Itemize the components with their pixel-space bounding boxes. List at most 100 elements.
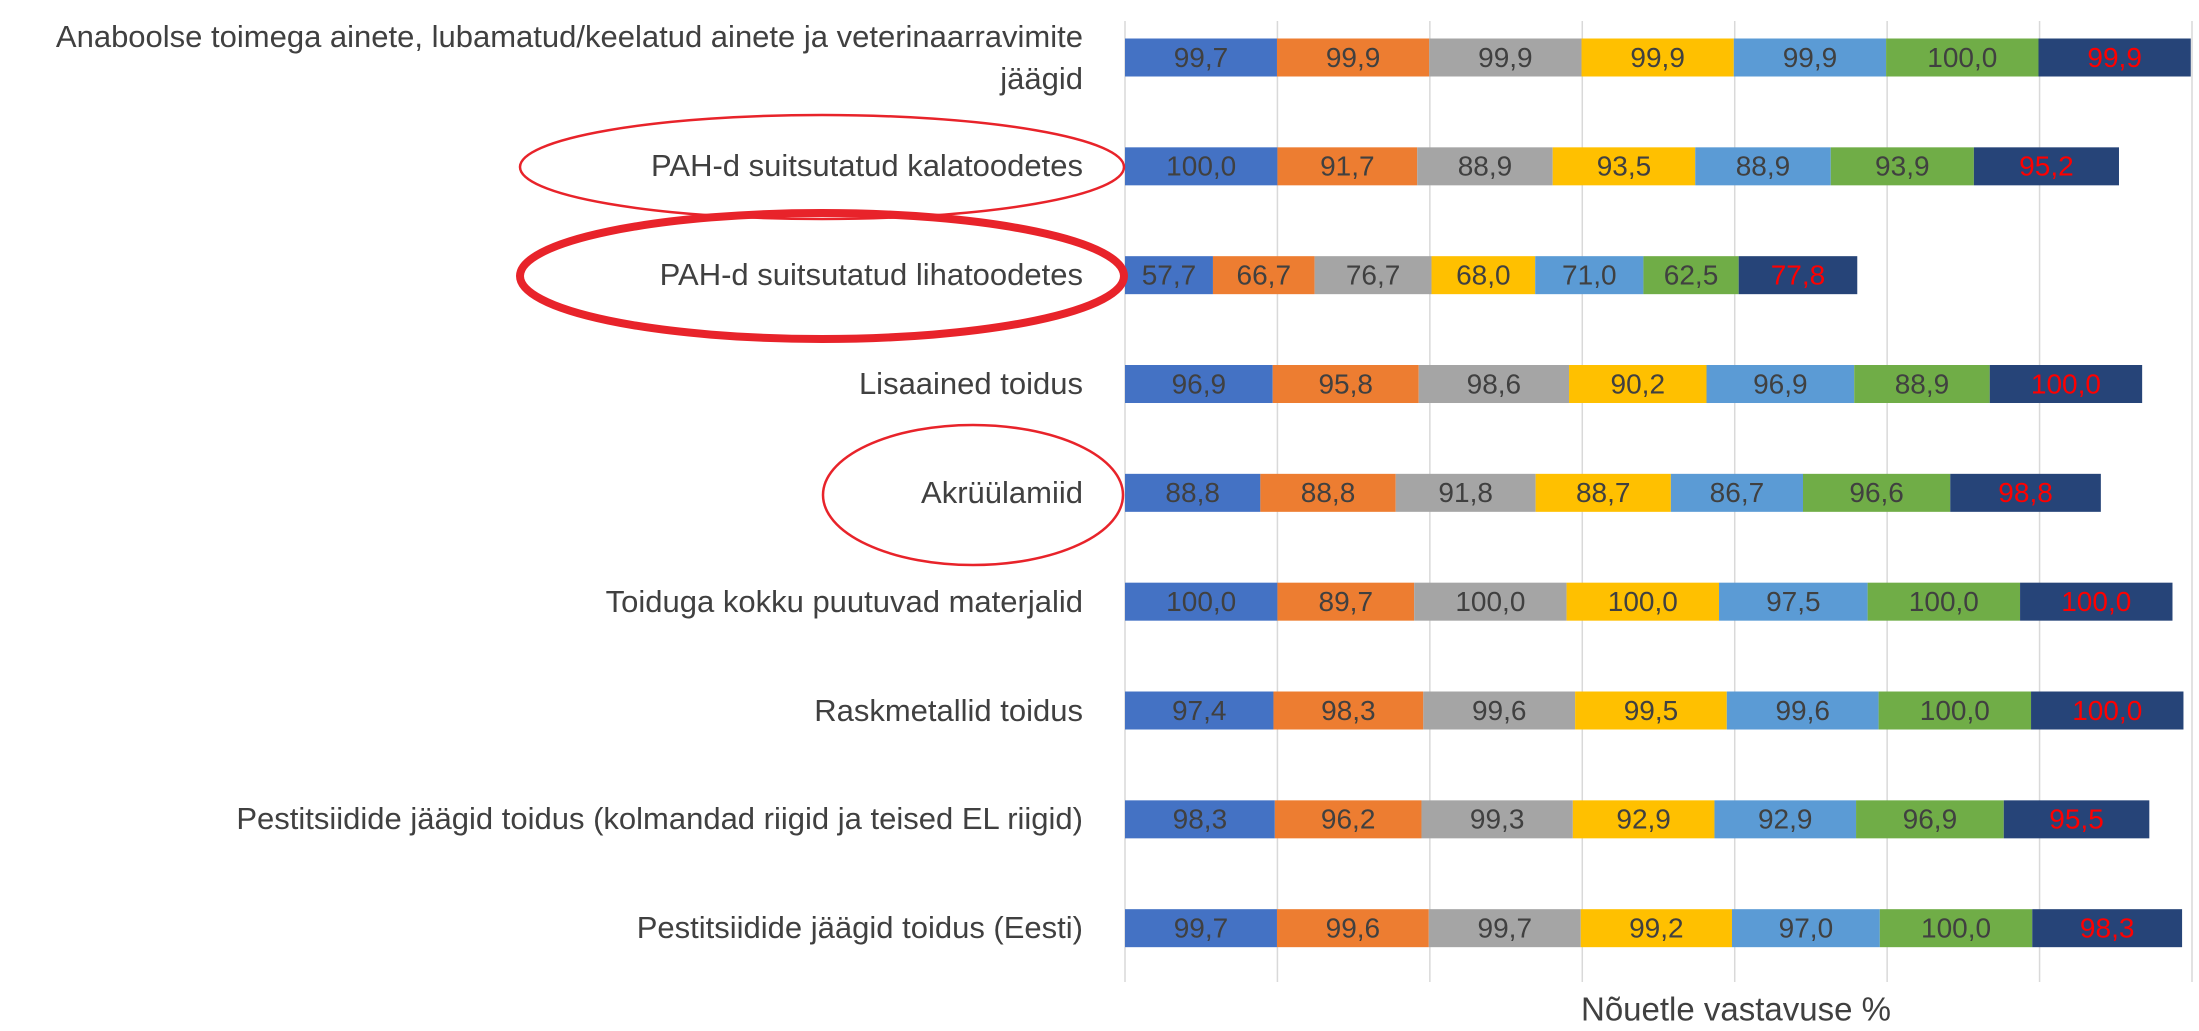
bar-segment — [1421, 800, 1573, 839]
bar-segment — [1886, 38, 2039, 77]
category-label: Lisaained toidus — [858, 366, 1083, 402]
bar-segment — [1879, 909, 2033, 948]
data-label: 100,0 — [1166, 586, 1236, 617]
data-label: 66,7 — [1237, 260, 1292, 291]
category-label: Akrüülamiid — [921, 474, 1083, 510]
bar-segment — [1423, 691, 1576, 730]
bar-segment — [1738, 256, 1858, 295]
data-label: 98,3 — [2080, 913, 2135, 944]
data-label: 93,5 — [1597, 151, 1652, 182]
bar-segment — [1414, 582, 1567, 621]
bar-segment — [1276, 909, 1429, 948]
bar-segment — [1731, 909, 1880, 948]
data-label: 89,7 — [1319, 586, 1374, 617]
bar-segment — [1569, 365, 1707, 404]
data-label: 100,0 — [2072, 695, 2142, 726]
data-label: 88,8 — [1165, 477, 1220, 508]
bar-segment — [1395, 473, 1536, 512]
data-label: 96,9 — [1172, 368, 1227, 399]
bar-segment — [1125, 473, 1261, 512]
bar-segment — [1276, 38, 1430, 77]
data-label: 100,0 — [1920, 695, 1990, 726]
x-axis-label: Nõuetle vastavuse % — [1581, 991, 1891, 1028]
bar-segment — [2020, 582, 2173, 621]
data-label: 99,9 — [1478, 42, 1533, 73]
data-label: 99,7 — [1174, 42, 1229, 73]
data-label: 95,2 — [2019, 151, 2074, 182]
data-label: 97,0 — [1779, 913, 1834, 944]
data-label: 100,0 — [1927, 42, 1997, 73]
bar-segment — [1973, 147, 2119, 186]
bar-segment — [2038, 38, 2191, 77]
bar-segment — [1989, 365, 2143, 404]
bar-segment — [1726, 691, 1879, 730]
data-label: 100,0 — [1608, 586, 1678, 617]
data-label: 96,2 — [1321, 804, 1376, 835]
data-label: 97,4 — [1172, 695, 1227, 726]
bar-segment — [1950, 473, 2101, 512]
bar-segment — [1417, 147, 1553, 186]
bar-segment — [1575, 691, 1727, 730]
bar-segment — [1803, 473, 1951, 512]
data-label: 99,6 — [1775, 695, 1830, 726]
bar-segment — [1856, 800, 2004, 839]
bar-segment — [1125, 38, 1277, 77]
bar-segment — [1830, 147, 1974, 186]
bar-segment — [1431, 256, 1536, 295]
data-label: 99,3 — [1470, 804, 1525, 835]
bar-segment — [1719, 582, 1868, 621]
highlight-ellipse — [821, 423, 1125, 567]
data-label: 98,3 — [1321, 695, 1376, 726]
data-label: 100,0 — [1921, 913, 1991, 944]
data-label: 62,5 — [1664, 260, 1719, 291]
data-label: 88,9 — [1736, 151, 1791, 182]
category-label: PAH-d suitsutatud lihatoodetes — [659, 257, 1083, 293]
data-label: 91,8 — [1438, 477, 1493, 508]
bar-segment — [1429, 38, 1582, 77]
bar-segment — [1714, 800, 1857, 839]
bar-segment — [1428, 909, 1581, 948]
bar-segment — [1418, 365, 1570, 404]
category-label: Toiduga kokku puutuvad materjalid — [605, 583, 1083, 619]
bar-segment — [2032, 909, 2183, 948]
data-label: 68,0 — [1456, 260, 1511, 291]
data-label: 88,8 — [1301, 477, 1356, 508]
data-label: 99,9 — [1630, 42, 1685, 73]
data-label: 98,6 — [1467, 368, 1522, 399]
data-label: 88,7 — [1576, 477, 1631, 508]
data-label: 88,9 — [1895, 368, 1950, 399]
category-label: Anaboolse toimega ainete, lubamatud/keel… — [55, 18, 1083, 96]
data-label: 98,3 — [1173, 804, 1228, 835]
bar-segment — [1314, 256, 1432, 295]
data-label: 100,0 — [1909, 586, 1979, 617]
data-label: 100,0 — [1455, 586, 1525, 617]
bar-segment — [1854, 365, 1990, 404]
bar-segment — [1867, 582, 2021, 621]
data-label: 86,7 — [1710, 477, 1765, 508]
data-label: 99,6 — [1326, 913, 1381, 944]
category-label: Pestitsiidide jäägid toidus (kolmandad r… — [236, 801, 1083, 837]
bars: 99,7 99,9 99,9 99,9 99,9 100,0 99,9 100,0 91,7 88… — [1125, 38, 2191, 948]
bar-segment — [1695, 147, 1831, 186]
data-label: 96,6 — [1849, 477, 1904, 508]
bar-segment — [1273, 691, 1424, 730]
data-label: 93,9 — [1875, 151, 1930, 182]
bar-segment — [1552, 147, 1696, 186]
bar-segment — [1277, 147, 1418, 186]
bar-segment — [2031, 691, 2184, 730]
data-label: 57,7 — [1142, 260, 1197, 291]
bar-segment — [1706, 365, 1855, 404]
bar-segment — [1878, 691, 2032, 730]
bar-segment — [1125, 582, 1278, 621]
bar-segment — [1274, 800, 1422, 839]
data-label: 100,0 — [2031, 368, 2101, 399]
bar-segment — [1260, 473, 1396, 512]
data-label: 88,9 — [1458, 151, 1513, 182]
data-label: 98,8 — [1998, 477, 2053, 508]
bar-segment — [1572, 800, 1715, 839]
data-label: 99,9 — [2087, 42, 2142, 73]
highlight-ellipse — [516, 209, 1128, 343]
bar-segment — [1125, 256, 1213, 295]
data-label: 76,7 — [1346, 260, 1401, 291]
bar-segment — [1125, 800, 1275, 839]
